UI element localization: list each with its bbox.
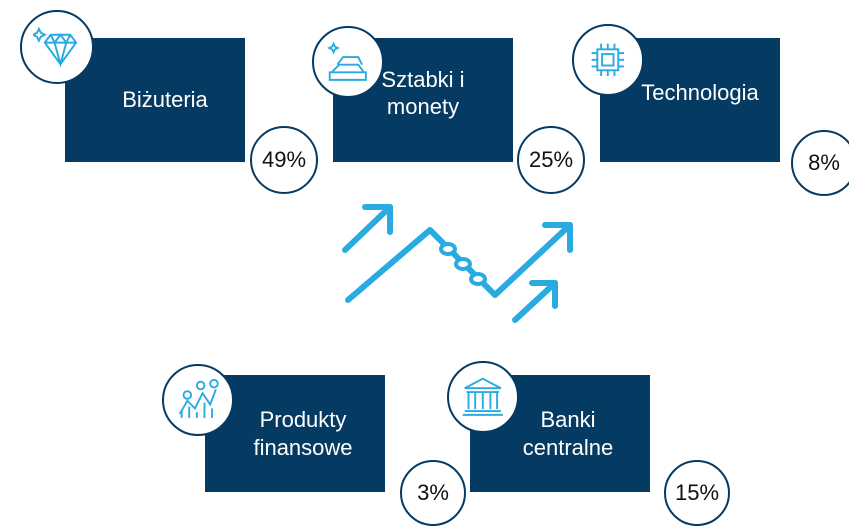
share-circle: 8% xyxy=(791,130,849,196)
share-label: 49% xyxy=(262,147,306,173)
category-label: Produkty finansowe xyxy=(237,406,369,461)
share-label: 8% xyxy=(808,150,840,176)
icon-bars xyxy=(312,26,384,98)
category-label: Biżuteria xyxy=(122,86,208,114)
share-label: 3% xyxy=(417,480,449,506)
icon-diamond xyxy=(20,10,94,84)
category-label: Technologia xyxy=(641,79,758,107)
share-circle: 3% xyxy=(400,460,466,526)
share-circle: 15% xyxy=(664,460,730,526)
share-circle: 25% xyxy=(517,126,585,194)
share-circle: 49% xyxy=(250,126,318,194)
category-label: Banki centralne xyxy=(502,406,634,461)
icon-bank xyxy=(447,361,519,433)
icon-finance xyxy=(162,364,234,436)
share-label: 15% xyxy=(675,480,719,506)
trend-arrows-icon xyxy=(330,195,580,325)
share-label: 25% xyxy=(529,147,573,173)
icon-chip xyxy=(572,24,644,96)
page: Biżuteria Sztabki i monety Technologia P… xyxy=(0,0,849,525)
